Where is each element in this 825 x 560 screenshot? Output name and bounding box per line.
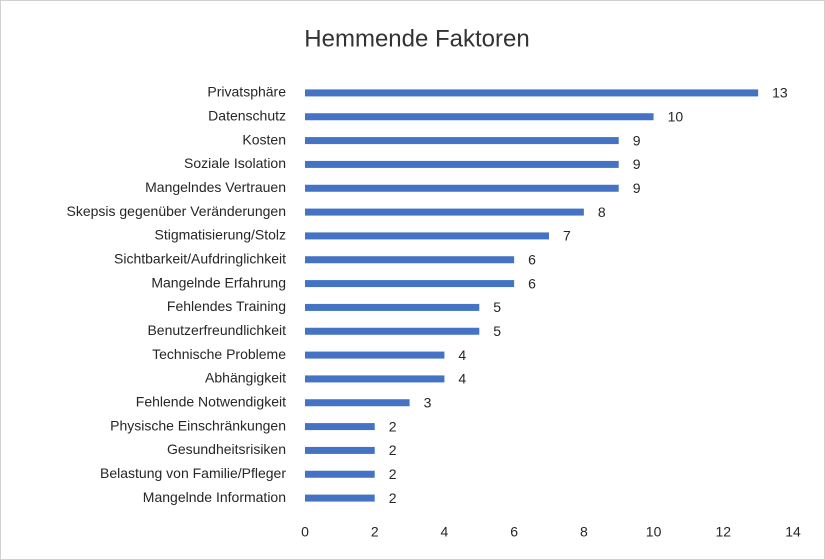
y-tick-label: Soziale Isolation [184, 155, 286, 171]
y-tick-label: Datenschutz [208, 107, 286, 123]
x-tick-label: 10 [646, 524, 662, 540]
y-tick-label: Mangelnde Information [143, 489, 286, 505]
data-label: 9 [633, 156, 641, 172]
y-tick-label: Mangelndes Vertrauen [145, 179, 286, 195]
data-label: 6 [528, 275, 536, 291]
bar [305, 89, 759, 97]
x-tick-label: 4 [441, 524, 449, 540]
data-label: 9 [633, 132, 641, 148]
y-tick-label: Technische Probleme [152, 346, 286, 362]
data-label: 4 [458, 347, 466, 363]
data-label: 4 [458, 371, 466, 387]
bar [305, 256, 515, 264]
data-label: 8 [598, 204, 606, 220]
y-tick-label: Kosten [242, 131, 286, 147]
bar [305, 375, 445, 383]
y-tick-label: Skepsis gegenüber Veränderungen [66, 203, 286, 219]
bar [305, 113, 654, 121]
bar [305, 470, 375, 478]
x-tick-label: 14 [785, 524, 801, 540]
chart-title: Hemmende Faktoren [304, 25, 529, 52]
bar [305, 232, 549, 240]
x-tick-label: 12 [715, 524, 731, 540]
y-tick-label: Fehlendes Training [167, 298, 286, 314]
bar [305, 160, 619, 168]
x-tick-label: 8 [580, 524, 588, 540]
data-label: 2 [389, 466, 397, 482]
data-label: 2 [389, 442, 397, 458]
bar [305, 351, 445, 359]
data-label: 7 [563, 228, 571, 244]
y-tick-label: Fehlende Notwendigkeit [136, 393, 286, 409]
data-label: 5 [493, 323, 501, 339]
bar [305, 208, 584, 216]
bar [305, 184, 619, 192]
bar [305, 303, 480, 311]
bar [305, 494, 375, 502]
x-tick-label: 0 [301, 524, 309, 540]
y-tick-label: Abhängigkeit [205, 370, 286, 386]
data-label: 9 [633, 180, 641, 196]
data-label: 2 [389, 418, 397, 434]
bar [305, 423, 375, 431]
bar [305, 399, 410, 407]
y-tick-label: Stigmatisierung/Stolz [154, 227, 286, 243]
y-tick-label: Belastung von Familie/Pfleger [100, 465, 286, 481]
y-tick-label: Privatsphäre [207, 84, 286, 100]
x-tick-label: 2 [371, 524, 379, 540]
y-tick-label: Gesundheitsrisiken [167, 441, 286, 457]
bar [305, 327, 480, 335]
data-label: 2 [389, 490, 397, 506]
y-tick-label: Mangelnde Erfahrung [151, 274, 286, 290]
x-tick-label: 6 [510, 524, 518, 540]
bar [305, 137, 619, 145]
data-label: 10 [668, 108, 684, 124]
data-label: 5 [493, 299, 501, 315]
bar [305, 446, 375, 454]
data-label: 6 [528, 251, 536, 267]
data-label: 3 [424, 394, 432, 410]
data-label: 13 [772, 85, 788, 101]
y-tick-label: Sichtbarkeit/Aufdringlichkeit [114, 250, 286, 266]
bar [305, 280, 515, 288]
y-tick-label: Benutzerfreundlichkeit [147, 322, 286, 338]
y-tick-label: Physische Einschränkungen [110, 417, 286, 433]
